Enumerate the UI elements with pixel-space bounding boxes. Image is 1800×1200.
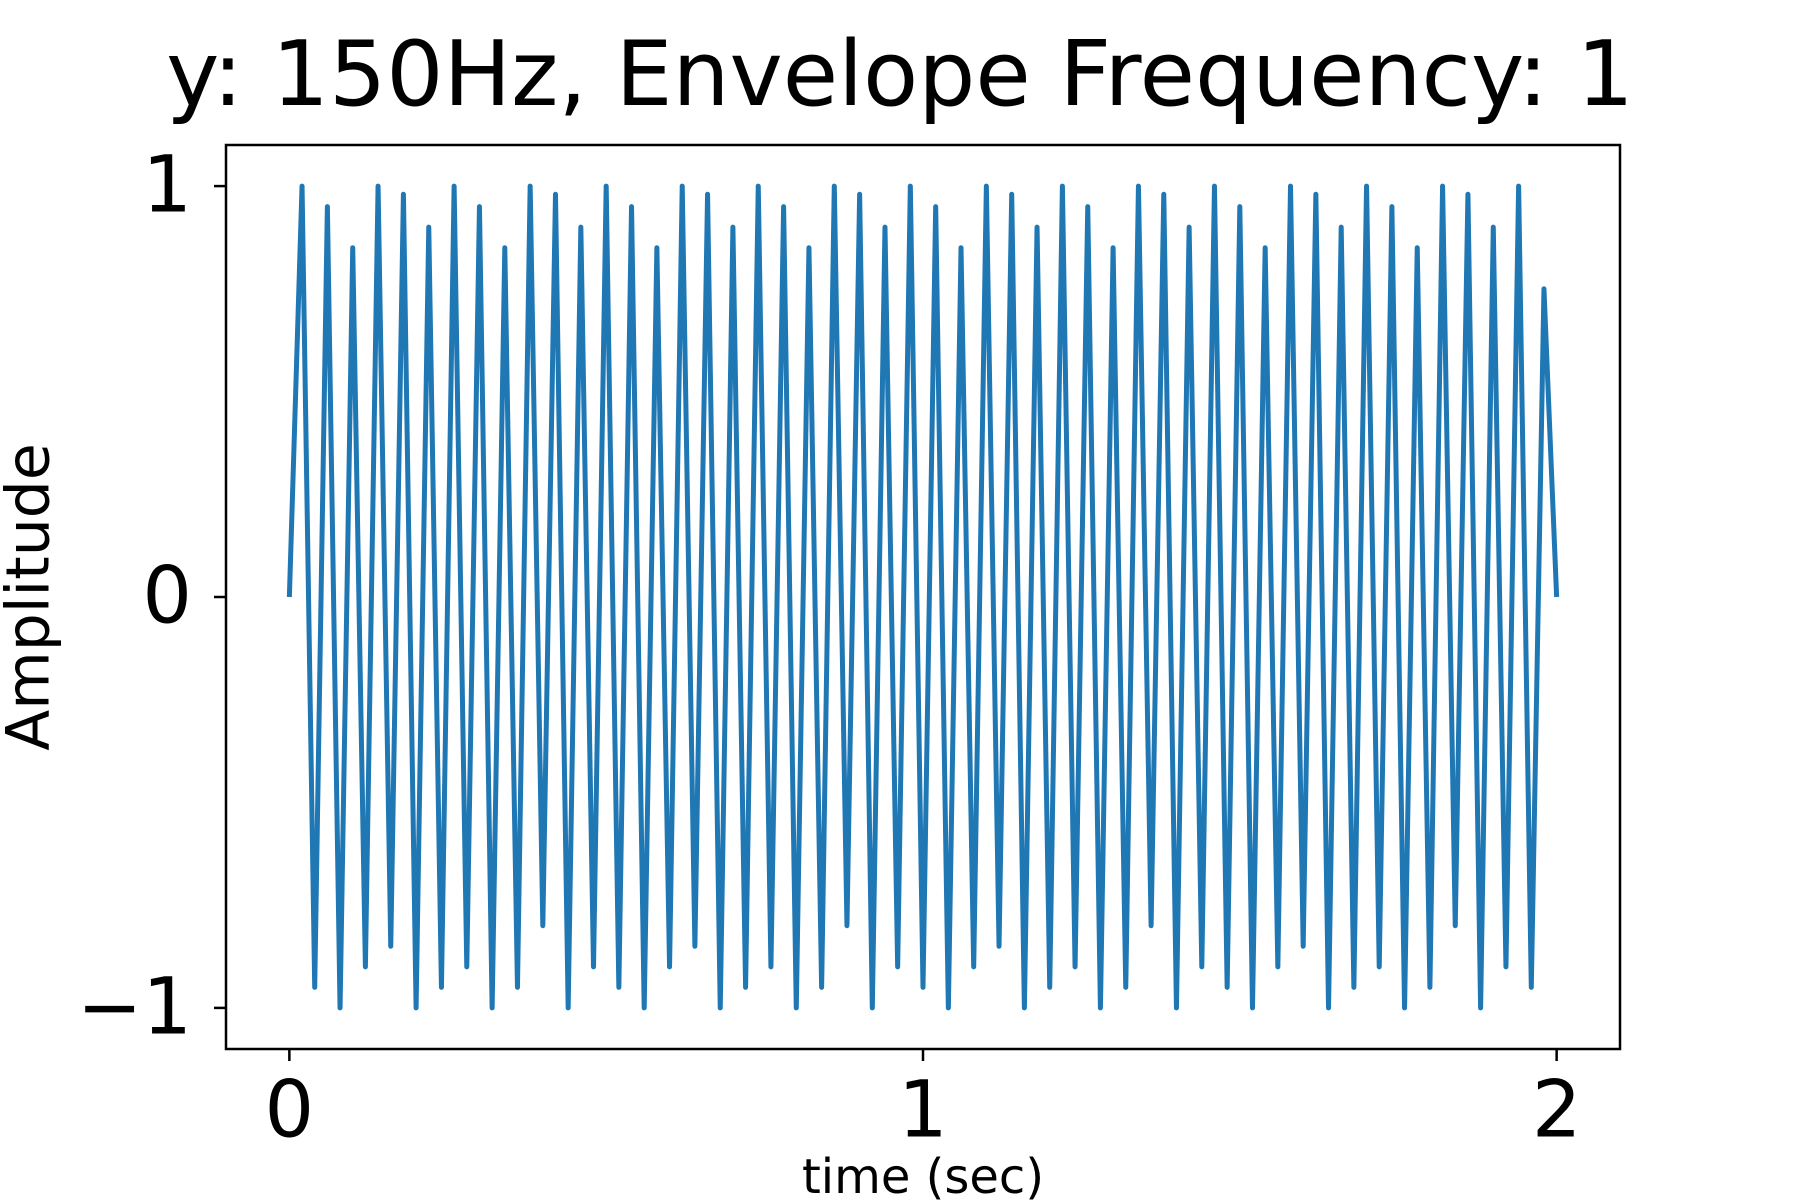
x-axis-label: time (sec) — [802, 1149, 1044, 1200]
x-tick-label: 1 — [898, 1065, 948, 1155]
chart-title: y: 150Hz, Envelope Frequency: 1 — [166, 22, 1634, 127]
y-tick-label: −1 — [77, 962, 192, 1052]
data-line — [286, 183, 1560, 1011]
x-tick-label: 0 — [265, 1065, 315, 1155]
y-tick-label: 0 — [142, 551, 192, 641]
x-tick-label: 2 — [1532, 1065, 1582, 1155]
y-tick-label: 1 — [142, 141, 192, 231]
y-axis-label: Amplitude — [0, 443, 64, 750]
